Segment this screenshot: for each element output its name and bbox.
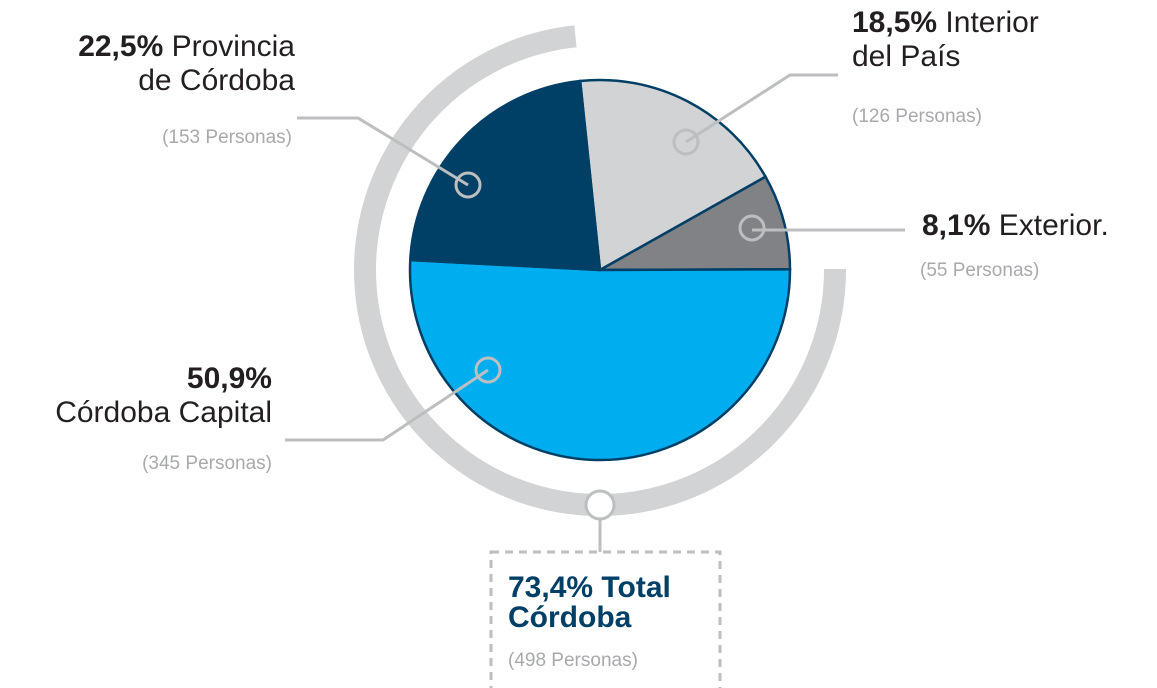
pie-slice <box>408 79 602 272</box>
value-label: 18,5% <box>852 6 938 39</box>
leader-dot <box>672 128 700 156</box>
slice-note: (153 Personas) <box>162 127 292 148</box>
leader-line <box>297 116 469 187</box>
total-value-label: 73,4% <box>508 571 594 604</box>
category-label: Interior del País <box>852 6 1039 73</box>
leader-dot <box>738 214 766 242</box>
slice-note: (345 Personas) <box>142 453 272 474</box>
slice-label: 18,5% Interior del País <box>852 6 1039 74</box>
pie-slice <box>595 175 792 272</box>
value-label: 22,5% <box>78 30 164 63</box>
slice-label: 50,9% Córdoba Capital <box>55 362 272 430</box>
value-label: 8,1% <box>922 209 991 242</box>
leader-line <box>285 368 489 442</box>
pie-slice <box>578 78 768 273</box>
slice-label: 8,1% Exterior. <box>922 209 1109 243</box>
leader-dot <box>474 356 502 384</box>
pie-slice <box>408 258 792 462</box>
slice-label: 22,5% Provincia de Córdoba <box>78 30 295 98</box>
total-note: (498 Personas) <box>508 650 638 671</box>
total-name: Total Córdoba <box>508 571 671 634</box>
total-arc <box>354 25 847 516</box>
leader-dot <box>454 171 482 199</box>
slice-note: (126 Personas) <box>852 106 982 127</box>
slice-note: (55 Personas) <box>920 260 1040 281</box>
category-label: Exterior. <box>998 209 1109 242</box>
total-box <box>489 550 722 688</box>
category-label: Córdoba Capital <box>55 396 272 429</box>
leader-line <box>685 73 838 144</box>
total-label: 73,4% Total Córdoba <box>508 573 671 633</box>
value-label: 50,9% <box>186 362 272 395</box>
category-label: Provincia de Córdoba <box>138 30 295 97</box>
leader-dot <box>584 489 616 521</box>
